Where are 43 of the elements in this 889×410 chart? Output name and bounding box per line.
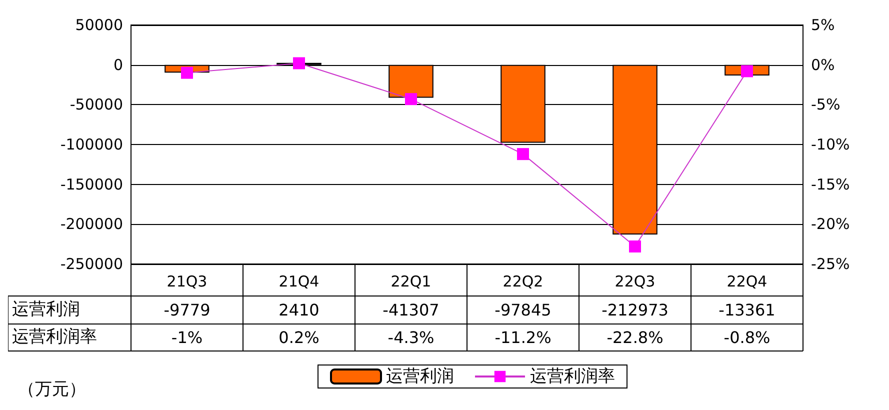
x-tick-label: 22Q2 xyxy=(502,272,544,290)
y2-tick-label: -5% xyxy=(811,96,840,114)
y2-tick-label: -15% xyxy=(811,175,850,194)
y2-tick-label: 0% xyxy=(811,56,835,74)
y-tick-label: -200000 xyxy=(60,215,123,234)
data-label: -4.3% xyxy=(388,328,434,347)
x-tick-label: 22Q4 xyxy=(726,272,768,290)
y2-tick-label: -25% xyxy=(811,255,850,273)
y-tick-label: -50000 xyxy=(70,96,123,114)
y2-tick-label: -10% xyxy=(811,136,850,154)
data-label: -0.8% xyxy=(724,328,770,347)
x-tick-label: 21Q3 xyxy=(166,272,208,290)
point xyxy=(741,65,753,78)
y2-tick-label: 5% xyxy=(811,16,835,34)
data-label: -212973 xyxy=(602,300,668,320)
data-label: -1% xyxy=(171,328,203,347)
data-label: -13361 xyxy=(718,300,776,320)
y-tick-label: -250000 xyxy=(60,255,123,273)
data-label: -11.2% xyxy=(494,328,552,347)
point xyxy=(629,240,641,252)
data-label: -22.8% xyxy=(606,328,664,347)
data-label: -9779 xyxy=(164,300,210,320)
data-label: -97845 xyxy=(494,300,552,320)
text: （万元） xyxy=(18,380,86,400)
point xyxy=(293,57,305,70)
data-label: -41307 xyxy=(382,300,440,320)
y-tick-label: -100000 xyxy=(60,136,123,154)
y-tick-label: 0 xyxy=(113,56,123,74)
point xyxy=(181,66,193,79)
text: 运营利润 xyxy=(12,300,80,320)
y-tick-label: -150000 xyxy=(60,175,123,194)
point xyxy=(405,93,417,106)
x-tick-label: 21Q4 xyxy=(278,272,320,290)
legend-label: 运营利润 xyxy=(386,366,454,386)
data-label: 2410 xyxy=(278,300,320,320)
point xyxy=(517,148,529,160)
y2-tick-label: -20% xyxy=(811,215,850,234)
x-tick-label: 22Q3 xyxy=(614,272,656,290)
text: 运营利润率 xyxy=(12,327,97,347)
legend-label: 运营利润率 xyxy=(530,366,615,386)
data-label: 0.2% xyxy=(278,328,320,347)
y-tick-label: 50000 xyxy=(75,16,123,34)
x-tick-label: 22Q1 xyxy=(390,272,432,290)
